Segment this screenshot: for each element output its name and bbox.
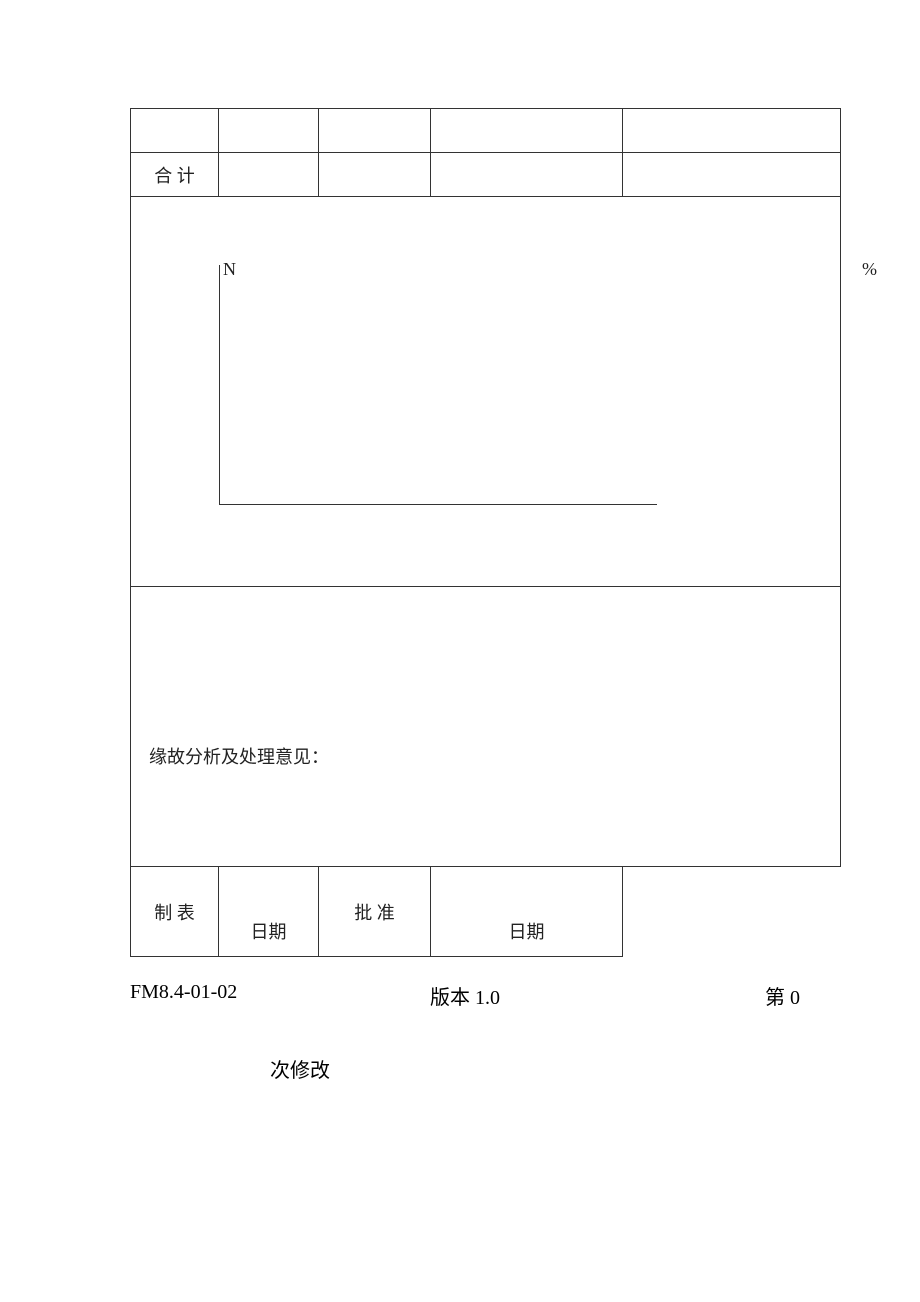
secondary-axis-label: % (862, 259, 877, 280)
revision-prefix: 第 0 (680, 981, 840, 1010)
table-cell (431, 153, 623, 197)
prepared-date-label: 日期 (251, 918, 287, 944)
prepared-by-label-cell: 制 表 (131, 867, 219, 957)
pareto-chart: N % (219, 265, 737, 505)
version-label: 版本 1.0 (430, 981, 680, 1010)
prepared-by-label: 制 表 (154, 903, 195, 923)
table-cell (219, 109, 319, 153)
main-table: 合 计 N % 缘故分析及处理意见： 制 表 日期 (130, 108, 841, 957)
chart-row: N % (131, 197, 841, 587)
chart-cell: N % (131, 197, 841, 587)
approved-date-label: 日期 (509, 918, 545, 944)
table-cell (319, 109, 431, 153)
revision-suffix: 次修改 (270, 1060, 330, 1082)
form-number: FM8.4-01-02 (130, 981, 430, 1010)
approved-by-label-cell: 批 准 (319, 867, 431, 957)
table-total-row: 合 计 (131, 153, 841, 197)
chart-axes (219, 265, 657, 505)
analysis-row: 缘故分析及处理意见： (131, 587, 841, 867)
table-cell (431, 109, 623, 153)
signature-row: 制 表 日期 批 准 日期 (131, 867, 841, 957)
footer-line-2: 次修改 (130, 1054, 840, 1083)
table-header-row (131, 109, 841, 153)
analysis-label: 缘故分析及处理意见： (149, 747, 329, 767)
form-page: 合 计 N % 缘故分析及处理意见： 制 表 日期 (130, 108, 840, 1083)
analysis-cell: 缘故分析及处理意见： (131, 587, 841, 867)
table-cell (623, 109, 841, 153)
approved-by-value-cell: 日期 (431, 867, 623, 957)
total-label-cell: 合 计 (131, 153, 219, 197)
table-cell (131, 109, 219, 153)
table-cell (219, 153, 319, 197)
table-cell (623, 153, 841, 197)
footer-line-1: FM8.4-01-02 版本 1.0 第 0 (130, 981, 840, 1010)
approved-by-label: 批 准 (354, 903, 395, 923)
total-label: 合 计 (154, 166, 195, 186)
table-cell (319, 153, 431, 197)
prepared-by-value-cell: 日期 (219, 867, 319, 957)
